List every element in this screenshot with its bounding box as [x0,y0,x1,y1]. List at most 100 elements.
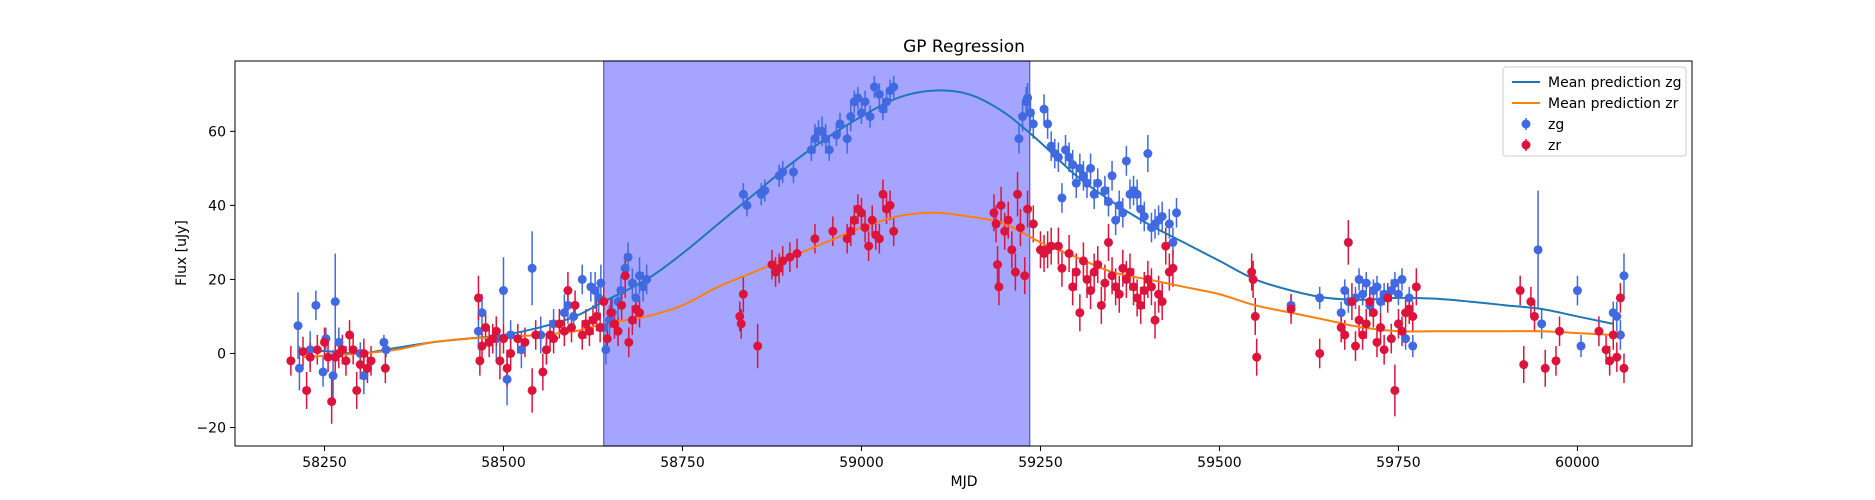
legend-box [1502,66,1687,157]
data-point-zr [864,241,874,251]
data-point-zg [865,112,875,122]
data-point-zr [520,337,530,347]
data-point-zr [1250,311,1260,321]
data-point-zg [831,130,841,140]
data-point-zg [1376,297,1386,307]
data-point-zg [305,345,315,355]
data-point-zg [853,93,863,103]
data-point-zr [1114,289,1124,299]
data-point-zg [1053,152,1063,162]
data-point-zg [330,297,340,307]
data-point-zr [1150,315,1160,325]
data-point-zg [334,337,344,347]
data-point-zr [1118,263,1128,273]
data-point-zr [327,397,337,407]
data-point-zg [1408,341,1418,351]
data-point-zr [1248,274,1258,284]
y-tick-label: 0 [217,346,226,362]
data-point-zg [821,134,831,144]
data-point-zr [609,319,619,329]
data-point-zg [1401,334,1411,344]
data-point-zr [323,352,333,362]
data-point-zr [885,200,895,210]
data-point-zr [1071,267,1081,277]
data-point-zg [1014,134,1024,144]
data-point-zg [842,134,852,144]
data-point-zr [1046,241,1056,251]
data-point-zr [319,337,329,347]
data-point-zr [1028,219,1038,229]
data-point-zr [874,234,884,244]
data-point-zr [635,308,645,318]
data-point-zr [1075,308,1085,318]
data-point-zr [1286,304,1296,314]
data-point-zg [590,286,600,296]
data-point-zr [1529,311,1539,321]
data-point-zr [1365,297,1375,307]
data-point-zr [1107,271,1117,281]
data-point-zr [1125,267,1135,277]
data-point-zr [477,341,487,351]
data-point-zr [570,300,580,310]
data-point-zr [549,334,559,344]
data-point-zr [1093,260,1103,270]
data-point-zr [1057,263,1067,273]
data-point-zr [1354,315,1364,325]
data-point-zg [1612,311,1622,321]
data-point-zr [584,326,594,336]
data-point-zr [481,323,491,333]
data-point-zr [567,323,577,333]
x-tick-label: 58750 [660,455,705,471]
data-point-zr [302,385,312,395]
x-tick-label: 59750 [1376,455,1421,471]
data-point-zr [767,260,777,270]
data-point-zr [355,360,365,370]
x-tick-label: 59000 [839,455,884,471]
data-point-zr [1526,297,1536,307]
data-point-zr [1551,356,1561,366]
data-point-zg [817,126,827,136]
data-point-zr [1336,323,1346,333]
data-point-zr [1372,337,1382,347]
data-point-zr [366,356,376,366]
data-point-zg [1057,193,1067,203]
data-point-zr [1619,363,1629,373]
data-point-zr [1089,267,1099,277]
data-point-zg [516,345,526,355]
data-point-zg [810,134,820,144]
data-point-zg [1340,286,1350,296]
data-point-zg [596,278,606,288]
data-point-zg [311,300,321,310]
data-point-zr [792,249,802,258]
data-point-zr [1082,274,1092,284]
data-point-zr [1612,352,1622,362]
data-point-zg [760,186,770,196]
data-point-zr [475,356,485,366]
data-point-zr [559,326,569,336]
data-point-zr [1411,282,1421,292]
data-point-zg [627,278,637,288]
data-point-zr [1161,241,1171,251]
data-point-zg [1086,163,1096,173]
data-point-zr [1247,267,1257,277]
data-point-zg [477,308,487,318]
data-point-zr [577,330,587,340]
data-point-zr [541,345,551,355]
data-point-zg [601,345,611,355]
data-point-zr [849,215,859,225]
y-tick-label: 60 [208,124,226,140]
data-point-zr [1111,282,1121,292]
data-point-zg [1043,119,1053,129]
data-point-zg [502,374,512,384]
data-point-zr [1136,300,1146,310]
data-point-zg [1143,149,1153,159]
data-point-zg [1107,171,1117,181]
data-point-zg [1537,319,1547,329]
data-point-zr [735,311,745,321]
data-point-zr [380,363,390,373]
data-point-zg [1039,104,1049,114]
data-point-zr [527,385,537,395]
data-point-zg [1132,189,1142,199]
x-tick-label: 59500 [1197,455,1242,471]
legend-entry-label: zr [1548,138,1561,154]
